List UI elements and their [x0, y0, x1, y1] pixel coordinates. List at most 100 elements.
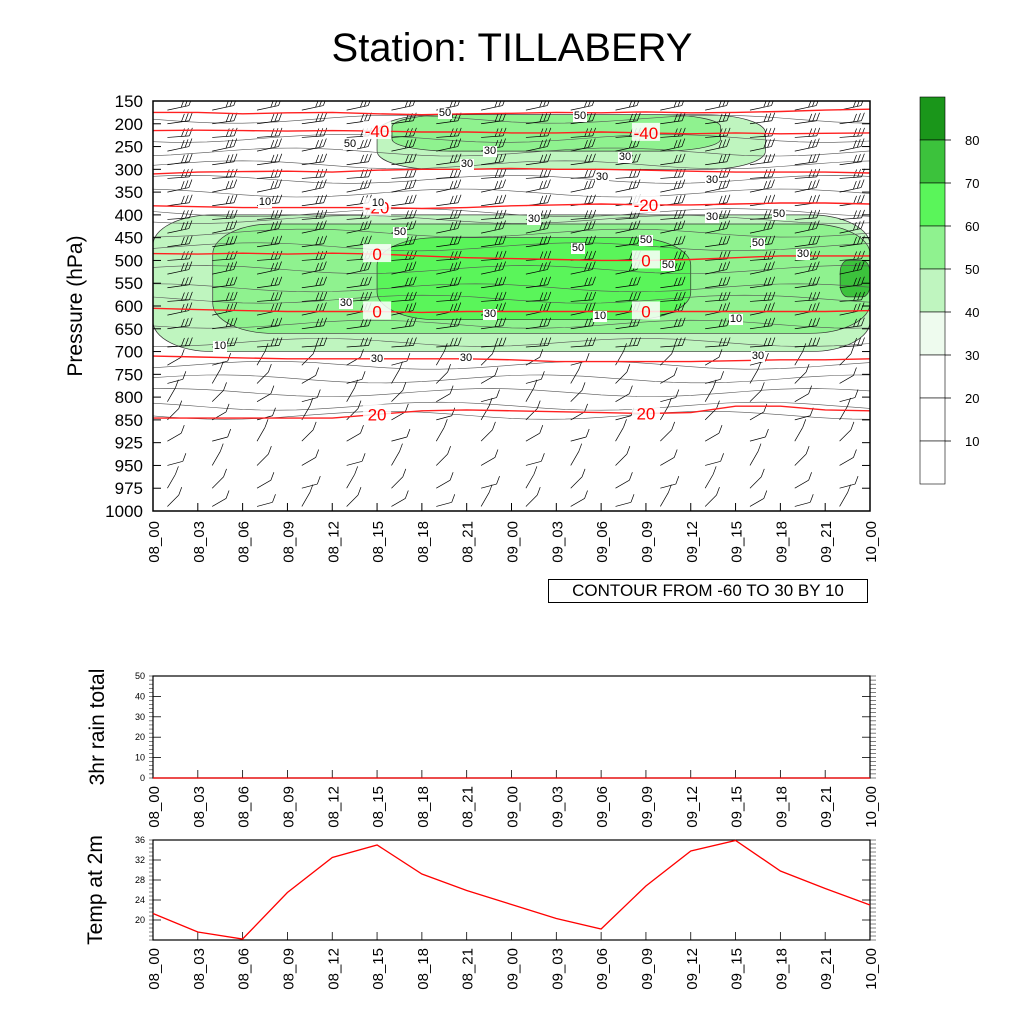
- barb-feather: [315, 337, 320, 347]
- wind-barb: [525, 317, 552, 330]
- colorbar-bin: [919, 96, 946, 141]
- wind-barb: [346, 179, 372, 193]
- barb-feather: [270, 210, 275, 219]
- barb-feather: [225, 169, 230, 178]
- barb-staff: [660, 176, 683, 179]
- barb-feather: [677, 236, 682, 245]
- wind-barb: [705, 453, 724, 466]
- barb-feather: [180, 349, 185, 358]
- barb-staff: [884, 147, 906, 152]
- barb-feather: [364, 337, 368, 346]
- barb-feather: [229, 277, 234, 286]
- barb-feather: [225, 403, 230, 413]
- barb-feather: [451, 407, 456, 416]
- barb-feather: [225, 263, 230, 272]
- barb-feather: [502, 194, 507, 203]
- wind-barb: [884, 98, 909, 111]
- barb-feather: [449, 140, 454, 149]
- contour-label: 50: [572, 242, 584, 254]
- wind-barb: [794, 276, 820, 289]
- wind-barb: [436, 179, 462, 193]
- barb-feather: [677, 101, 681, 107]
- barb-feather: [502, 276, 507, 285]
- barb-feather: [270, 292, 275, 301]
- temperature-contour-label-bg: [631, 301, 660, 320]
- barb-feather: [681, 138, 686, 147]
- barb-feather: [268, 364, 272, 373]
- barb-feather: [225, 236, 230, 245]
- wind-barb: [749, 153, 776, 166]
- barb-feather: [902, 277, 905, 285]
- wind-barb: [167, 371, 187, 384]
- barb-feather: [812, 169, 817, 178]
- barb-feather: [357, 400, 362, 409]
- barb-staff: [301, 397, 318, 403]
- thin-contour: [153, 338, 870, 347]
- barb-feather: [588, 303, 592, 312]
- wind-barb: [794, 112, 820, 125]
- barb-feather: [229, 318, 234, 327]
- barb-feather: [406, 352, 411, 362]
- barb-feather: [547, 337, 552, 346]
- barb-feather: [726, 179, 731, 188]
- barb-feather: [588, 195, 592, 204]
- barb-staff: [660, 105, 682, 111]
- barb-feather: [718, 140, 723, 149]
- barb-feather: [457, 209, 462, 219]
- wind-barb: [884, 380, 895, 402]
- barb-feather: [857, 318, 861, 327]
- y-tick-label: 32: [135, 855, 145, 865]
- wind-barb: [212, 235, 238, 248]
- temperature-contour-label-bg: [631, 403, 660, 422]
- barb-staff: [435, 427, 445, 442]
- pressure-time-panel: -40-40-20-200000202050505030303030301010…: [64, 92, 909, 563]
- wind-barb: [570, 428, 590, 442]
- barb-feather: [368, 276, 372, 285]
- barb-feather: [219, 361, 224, 370]
- barb-feather: [498, 318, 503, 327]
- wind-barb: [525, 138, 551, 152]
- wind-barb: [525, 261, 551, 275]
- barb-staff: [839, 176, 862, 179]
- barb-feather: [588, 139, 592, 148]
- barb-staff: [525, 474, 535, 489]
- wind-barb: [167, 220, 193, 234]
- barb-feather: [906, 262, 909, 270]
- barb-staff: [794, 135, 817, 138]
- barb-feather: [578, 443, 583, 452]
- wind-barb: [660, 389, 680, 403]
- barb-feather: [681, 276, 686, 285]
- barb-feather: [404, 101, 408, 108]
- wind-barb: [570, 276, 596, 289]
- barb-feather: [677, 139, 682, 148]
- barb-feather: [906, 221, 909, 229]
- barb-feather: [898, 292, 901, 300]
- barb-feather: [681, 179, 686, 188]
- barb-feather: [677, 180, 682, 189]
- wind-barb: [839, 261, 865, 275]
- barb-staff: [615, 479, 630, 489]
- barb-staff: [660, 429, 672, 442]
- barb-feather: [274, 154, 279, 163]
- y-tick-label: 36: [135, 835, 145, 845]
- barb-staff: [212, 135, 235, 138]
- barb-feather: [673, 181, 678, 190]
- barb-feather: [771, 291, 776, 301]
- barb-feather: [857, 292, 861, 301]
- barb-feather: [449, 385, 454, 394]
- barb-staff: [660, 353, 672, 366]
- barb-staff: [884, 379, 899, 383]
- wind-barb: [570, 179, 596, 193]
- barb-feather: [861, 337, 865, 346]
- barb-feather: [591, 179, 596, 188]
- barb-feather: [319, 303, 323, 312]
- barb-feather: [906, 303, 909, 311]
- wind-barb: [660, 138, 686, 152]
- wind-barb: [749, 276, 776, 289]
- barb-feather: [494, 222, 499, 231]
- pressure-tick-label: 600: [115, 297, 143, 316]
- wind-barb: [884, 303, 909, 316]
- barb-feather: [278, 337, 283, 346]
- thin-contour: [153, 147, 870, 157]
- wind-barb: [481, 209, 507, 220]
